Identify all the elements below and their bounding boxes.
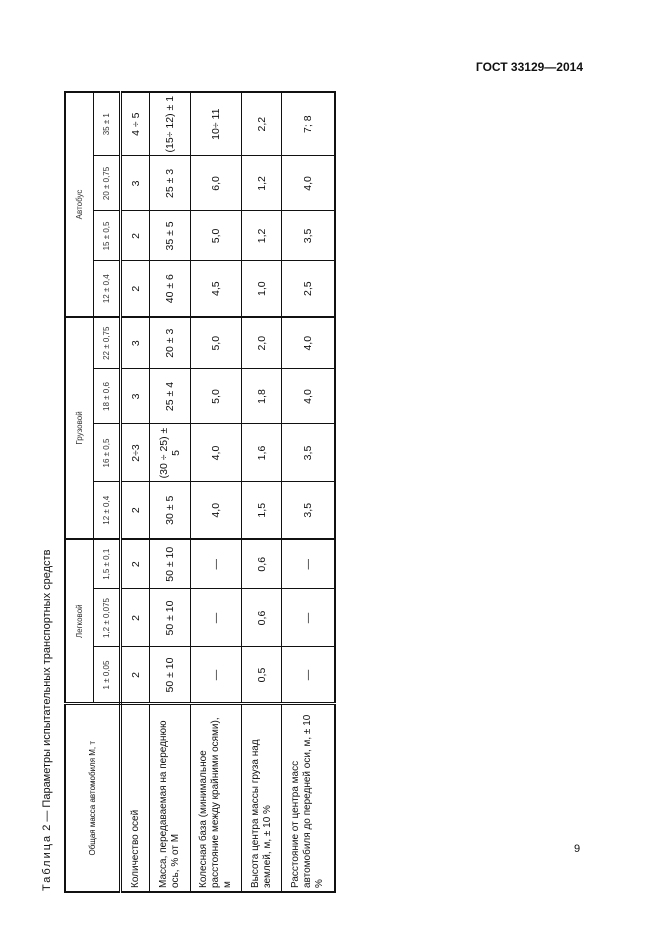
table-cell: 7; 8 [281,91,335,156]
table-row: Высота центра массы груза над землей, м,… [241,91,282,892]
table-cell: 50 ± 10 [149,589,191,647]
mass-header-cell: 15 ± 0,5 [93,210,121,261]
table-cell: 2 [120,210,150,261]
table-cell: 3 [120,369,150,424]
table-cell: 5,0 [190,210,242,261]
table-cell: 1,0 [241,260,282,317]
group-bus: Автобус [65,91,94,317]
table-cell: 4,0 [281,155,335,211]
row-label: Расстояние от центра масс автомобиля до … [281,704,335,892]
table-cell: 1,5 [241,482,282,539]
mass-header-cell: 20 ± 0,75 [93,155,121,211]
table-cell: 4,5 [190,260,242,317]
table-cell: — [190,539,242,589]
table-cell: — [281,539,335,589]
vehicle-parameters-table: Общая масса автомобиля M, т Легковой Гру… [64,90,336,893]
table-cell: 3 [120,316,150,369]
mass-header-cell: 35 ± 1 [93,91,121,156]
group-passenger: Легковой [65,539,94,704]
table-cell: 2,0 [241,316,282,369]
table-cell: 2,2 [241,91,282,156]
table-cell: 50 ± 10 [149,539,191,589]
corner-label: Общая масса автомобиля M, т [65,704,121,892]
table-cell: 1,6 [241,424,282,482]
table-caption: Таблица 2 — Параметры испытательных тран… [34,93,64,893]
table-cell: — [281,647,335,704]
rotated-table-block: Таблица 2 — Параметры испытательных тран… [34,90,336,893]
table-cell: 1,8 [241,369,282,424]
table-cell: 4,0 [190,424,242,482]
standard-number: ГОСТ 33129—2014 [475,60,583,74]
table-cell: 3 [120,155,150,211]
table-cell: 10÷ 11 [190,91,242,156]
table-cell: (15÷ 12) ± 1 [149,91,191,156]
table-cell: 4 ÷ 5 [120,91,150,156]
table-cell: 2 [120,589,150,647]
row-label: Масса, передаваемая на переднюю ось, % о… [149,704,191,892]
table-cell: 0,6 [241,539,282,589]
table-cell: 40 ± 6 [149,260,191,317]
table-cell: — [190,647,242,704]
table-cell: 3,5 [281,482,335,539]
table-cell: 4,0 [190,482,242,539]
mass-header-cell: 1 ± 0,05 [93,647,121,704]
mass-header-cell: 12 ± 0,4 [93,482,121,539]
row-label: Колесная база (минимальное расстояние ме… [190,704,242,892]
table-cell: 5,0 [190,369,242,424]
table-cell: 3,5 [281,424,335,482]
group-truck: Грузовой [65,316,94,539]
table-cell: 35 ± 5 [149,210,191,261]
table-cell: 0,6 [241,589,282,647]
table-cell: 20 ± 3 [149,316,191,369]
page-number: 9 [574,843,581,855]
table-cell: 0,5 [241,647,282,704]
table-cell: 2 [120,260,150,317]
table-cell: 4,0 [281,316,335,369]
mass-header-cell: 1,5 ± 0,1 [93,539,121,589]
group-header-row: Общая масса автомобиля M, т Легковой Гру… [65,91,121,892]
table-cell: 1,2 [241,210,282,261]
row-label: Высота центра массы груза над землей, м,… [241,704,282,892]
table-cell: 50 ± 10 [149,647,191,704]
caption-title: 2 — Параметры испытательных транспортных… [41,549,53,834]
caption-prefix: Таблица [41,833,53,891]
table-cell: 3,5 [281,210,335,261]
table-cell: 1,2 [241,155,282,211]
table-cell: (30 ÷ 25) ± 5 [149,424,191,482]
table-row: Количество осей 2 2 2 2 2÷3 3 3 2 2 3 4 ÷ 5 [120,91,150,892]
mass-header-cell: 12 ± 0,4 [93,260,121,317]
table-cell: 2 [120,539,150,589]
mass-header-cell: 18 ± 0,6 [93,369,121,424]
mass-header-cell: 22 ± 0,75 [93,316,121,369]
table-cell: 2÷3 [120,424,150,482]
table-cell: 6,0 [190,155,242,211]
table-row: Масса, передаваемая на переднюю ось, % о… [149,91,191,892]
table-cell: 30 ± 5 [149,482,191,539]
table-cell: 2 [120,647,150,704]
mass-header-cell: 1,2 ± 0,075 [93,589,121,647]
table-cell: 5,0 [190,316,242,369]
table-cell: 25 ± 4 [149,369,191,424]
table-cell: — [190,589,242,647]
table-cell: 2 [120,482,150,539]
table-cell: 4,0 [281,369,335,424]
mass-header-cell: 16 ± 0,5 [93,424,121,482]
table-row: Расстояние от центра масс автомобиля до … [281,91,335,892]
row-label: Количество осей [120,704,150,892]
table-cell: — [281,589,335,647]
table-cell: 25 ± 3 [149,155,191,211]
table-cell: 2,5 [281,260,335,317]
table-row: Колесная база (минимальное расстояние ме… [190,91,242,892]
